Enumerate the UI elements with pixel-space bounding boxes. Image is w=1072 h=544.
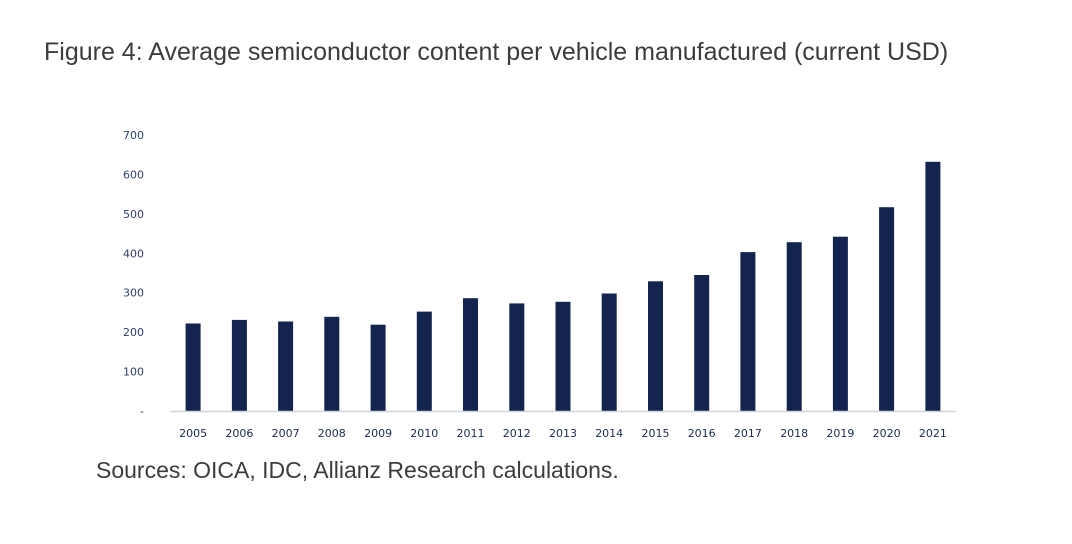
bar-2015 — [648, 281, 663, 411]
x-tick-label: 2010 — [410, 427, 438, 440]
y-tick-label: - — [140, 405, 144, 418]
y-tick-label: 100 — [123, 366, 144, 379]
chart-title: Figure 4: Average semiconductor content … — [44, 38, 949, 66]
y-tick-label: 700 — [123, 129, 144, 142]
x-tick-label: 2005 — [179, 427, 207, 440]
bar-2016 — [694, 275, 710, 411]
x-tick-label: 2017 — [734, 427, 762, 440]
bar-2021 — [925, 161, 941, 411]
x-tick-label: 2008 — [318, 427, 346, 440]
x-axis: 2005 2006 2007 2008 2009 2010 2011 2012 2013 2014… — [179, 427, 947, 440]
bar-2008 — [324, 316, 340, 411]
x-tick-label: 2018 — [780, 427, 808, 440]
y-tick-label: 200 — [123, 326, 144, 339]
y-tick-label: 400 — [123, 247, 144, 260]
x-tick-label: 2015 — [642, 427, 670, 440]
x-tick-label: 2019 — [826, 427, 854, 440]
x-tick-label: 2011 — [457, 427, 485, 440]
bar-2012 — [509, 303, 525, 411]
bar-2007 — [278, 321, 294, 411]
y-tick-label: 500 — [123, 208, 144, 221]
bar-2019 — [832, 236, 848, 411]
y-tick-label: 300 — [123, 287, 144, 300]
bar-2009 — [370, 324, 386, 411]
x-tick-label: 2021 — [919, 427, 947, 440]
x-tick-label: 2006 — [225, 427, 253, 440]
x-tick-label: 2016 — [688, 427, 716, 440]
bar-series — [185, 161, 941, 411]
bar-2017 — [740, 252, 756, 411]
bar-2014 — [601, 293, 617, 411]
y-axis: - 100 200 300 400 500 600 700 — [123, 129, 144, 418]
bar-2010 — [416, 311, 432, 411]
x-tick-label: 2012 — [503, 427, 531, 440]
bar-2011 — [463, 298, 478, 411]
x-tick-label: 2009 — [364, 427, 392, 440]
bar-2020 — [879, 207, 895, 411]
bar-2006 — [231, 319, 247, 411]
y-tick-label: 600 — [123, 168, 144, 181]
x-tick-label: 2020 — [873, 427, 901, 440]
bar-2013 — [555, 301, 571, 411]
bar-2005 — [185, 323, 201, 411]
bar-2018 — [786, 242, 802, 411]
x-tick-label: 2014 — [595, 427, 623, 440]
x-tick-label: 2007 — [272, 427, 300, 440]
x-tick-label: 2013 — [549, 427, 577, 440]
source-note: Sources: OICA, IDC, Allianz Research cal… — [96, 457, 619, 483]
